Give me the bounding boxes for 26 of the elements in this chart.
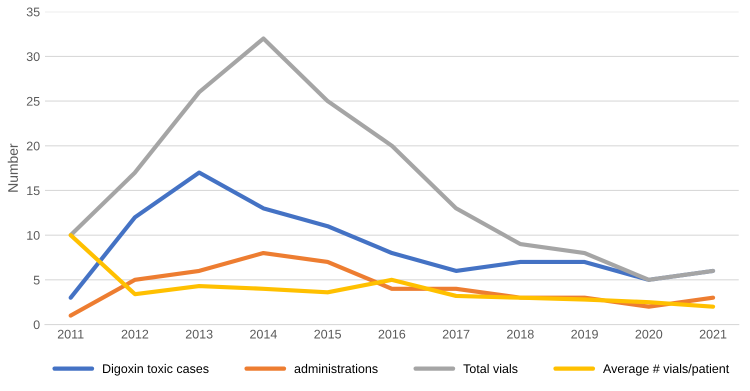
y-tick-label: 0	[34, 320, 40, 330]
x-tick-label: 2017	[442, 330, 470, 339]
x-tick-label: 2020	[636, 330, 662, 339]
x-tick-label: 2015	[314, 330, 342, 339]
x-tick-label: 2013	[186, 330, 213, 339]
y-tick-label: 35	[26, 8, 40, 16]
x-tick-label: 2014	[250, 330, 277, 339]
x-tick-label: 2011	[58, 330, 84, 339]
y-tick-label: 15	[27, 186, 40, 196]
x-tick-label: 2018	[507, 330, 534, 339]
legend-label: administrations	[294, 364, 378, 374]
legend-label: Digoxin toxic cases	[103, 364, 209, 376]
x-tick-label: 2019	[571, 330, 598, 339]
line-series	[68, 233, 716, 309]
y-tick-label: 20	[26, 142, 40, 150]
y-tick-label: 25	[26, 96, 40, 106]
y-axis-title: Number	[8, 144, 18, 192]
y-tick-label: 30	[26, 52, 40, 62]
x-tick-label: 2021	[700, 330, 726, 339]
line-series	[68, 36, 716, 282]
y-tick-label: 5	[34, 276, 40, 284]
y-tick-label: 10	[27, 230, 40, 240]
legend-label: Average # vials/patient	[602, 364, 730, 376]
x-tick-label: 2012	[122, 330, 148, 339]
x-tick-label: 2016	[378, 330, 406, 339]
legend-label: Total vials	[463, 364, 518, 374]
